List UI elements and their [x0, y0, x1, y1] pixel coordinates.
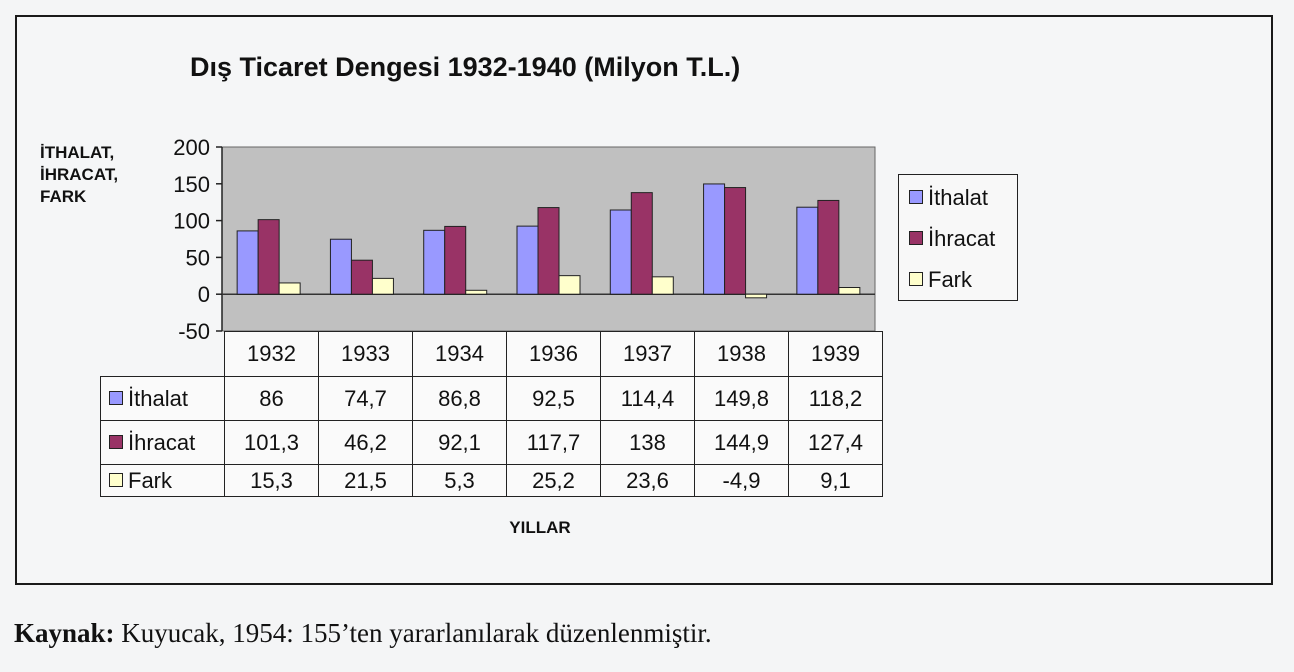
table-cell: 9,1 — [788, 464, 883, 497]
y-tick-label: 150 — [173, 172, 210, 197]
table-cell: 92,5 — [506, 376, 601, 421]
table-row-fark: Fark 15,3 21,5 5,3 25,2 23,6 -4,9 9,1 — [100, 464, 883, 497]
bar-ithalat-1934 — [423, 229, 446, 295]
table-series-label: İhracat — [100, 420, 225, 465]
legend: İthalat İhracat Fark — [898, 174, 1018, 301]
bar-ithalat-1939 — [796, 206, 819, 295]
table-cell: 23,6 — [600, 464, 695, 497]
table-cell: 101,3 — [224, 420, 319, 465]
table-cell: 46,2 — [318, 420, 413, 465]
y-axis-label: İTHALAT, İHRACAT, FARK — [40, 143, 119, 206]
legend-swatch-fark — [909, 272, 923, 286]
bar-ithalat-1933 — [329, 238, 352, 295]
bar-ithalat-1937 — [609, 209, 632, 295]
bar-ithalat-1938 — [703, 183, 726, 295]
data-table: 1932 1933 1934 1936 1937 1938 1939 İthal… — [100, 331, 883, 497]
table-swatch-fark — [109, 472, 123, 487]
table-year: 1938 — [694, 331, 789, 377]
table-cell: 15,3 — [224, 464, 319, 497]
bar-ithalat-1936 — [516, 225, 539, 295]
legend-swatch-ithalat — [909, 190, 923, 204]
bar-ihracat-1934 — [444, 225, 467, 295]
table-cell: 114,4 — [600, 376, 695, 421]
table-year: 1936 — [506, 331, 601, 377]
table-series-label: İthalat — [100, 376, 225, 421]
table-row-ithalat: İthalat 86 74,7 86,8 92,5 114,4 149,8 11… — [100, 376, 883, 421]
bar-fark-1937 — [651, 276, 674, 295]
table-cell: 138 — [600, 420, 695, 465]
source-text: Kuyucak, 1954: 155’ten yararlanılarak dü… — [114, 618, 712, 648]
bar-fark-1939 — [838, 287, 861, 295]
bar-fark-1936 — [558, 275, 581, 295]
table-series-label: Fark — [100, 464, 225, 497]
table-cell: 74,7 — [318, 376, 413, 421]
legend-item-ihracat: İhracat — [909, 226, 995, 252]
y-tick-label: 50 — [186, 245, 210, 270]
table-swatch-ihracat — [109, 434, 123, 449]
legend-item-ithalat: İthalat — [909, 185, 988, 211]
chart-title: Dış Ticaret Dengesi 1932-1940 (Milyon T.… — [190, 52, 741, 82]
source-label: Kaynak: — [14, 618, 115, 648]
table-cell: 5,3 — [412, 464, 507, 497]
bar-ihracat-1938 — [724, 187, 747, 295]
table-series-name: İthalat — [128, 385, 188, 411]
table-cell: 92,1 — [412, 420, 507, 465]
y-tick-label: 100 — [173, 209, 210, 234]
bar-fark-1938 — [745, 293, 768, 299]
table-cell: 117,7 — [506, 420, 601, 465]
table-year: 1934 — [412, 331, 507, 377]
table-series-name: Fark — [128, 467, 172, 493]
y-tick-label: 0 — [198, 282, 210, 307]
table-year: 1939 — [788, 331, 883, 377]
bar-ihracat-1936 — [537, 207, 560, 295]
legend-label-ithalat: İthalat — [928, 185, 988, 210]
table-year: 1937 — [600, 331, 695, 377]
table-series-name: İhracat — [128, 429, 196, 455]
bar-fark-1934 — [465, 289, 488, 295]
table-header-row: 1932 1933 1934 1936 1937 1938 1939 — [101, 331, 883, 377]
table-cell: -4,9 — [694, 464, 789, 497]
table-row-ihracat: İhracat 101,3 46,2 92,1 117,7 138 144,9 … — [100, 420, 883, 465]
table-corner — [101, 332, 225, 377]
legend-label-ihracat: İhracat — [928, 226, 996, 251]
table-cell: 118,2 — [788, 376, 883, 421]
bar-ihracat-1937 — [630, 192, 653, 295]
table-year: 1933 — [318, 331, 413, 377]
x-axis-label: YILLAR — [509, 518, 571, 537]
table-cell: 86 — [224, 376, 319, 421]
table-swatch-ithalat — [109, 390, 123, 405]
table-cell: 149,8 — [694, 376, 789, 421]
table-cell: 21,5 — [318, 464, 413, 497]
source-note: Kaynak: Kuyucak, 1954: 155’ten yararlanı… — [14, 618, 712, 649]
table-cell: 25,2 — [506, 464, 601, 497]
y-tick-label: 200 — [173, 135, 210, 160]
bar-fark-1932 — [278, 282, 301, 295]
table-cell: 86,8 — [412, 376, 507, 421]
legend-item-fark: Fark — [909, 267, 972, 293]
bar-ihracat-1933 — [350, 259, 373, 295]
bar-ihracat-1932 — [257, 219, 280, 295]
bar-fark-1933 — [371, 277, 394, 295]
table-cell: 127,4 — [788, 420, 883, 465]
y-tick-label: -50 — [178, 319, 210, 344]
legend-label-fark: Fark — [928, 267, 972, 292]
legend-swatch-ihracat — [909, 231, 923, 245]
table-year: 1932 — [224, 331, 319, 377]
bar-ihracat-1939 — [817, 199, 840, 295]
table-cell: 144,9 — [694, 420, 789, 465]
bar-ithalat-1932 — [236, 230, 259, 295]
